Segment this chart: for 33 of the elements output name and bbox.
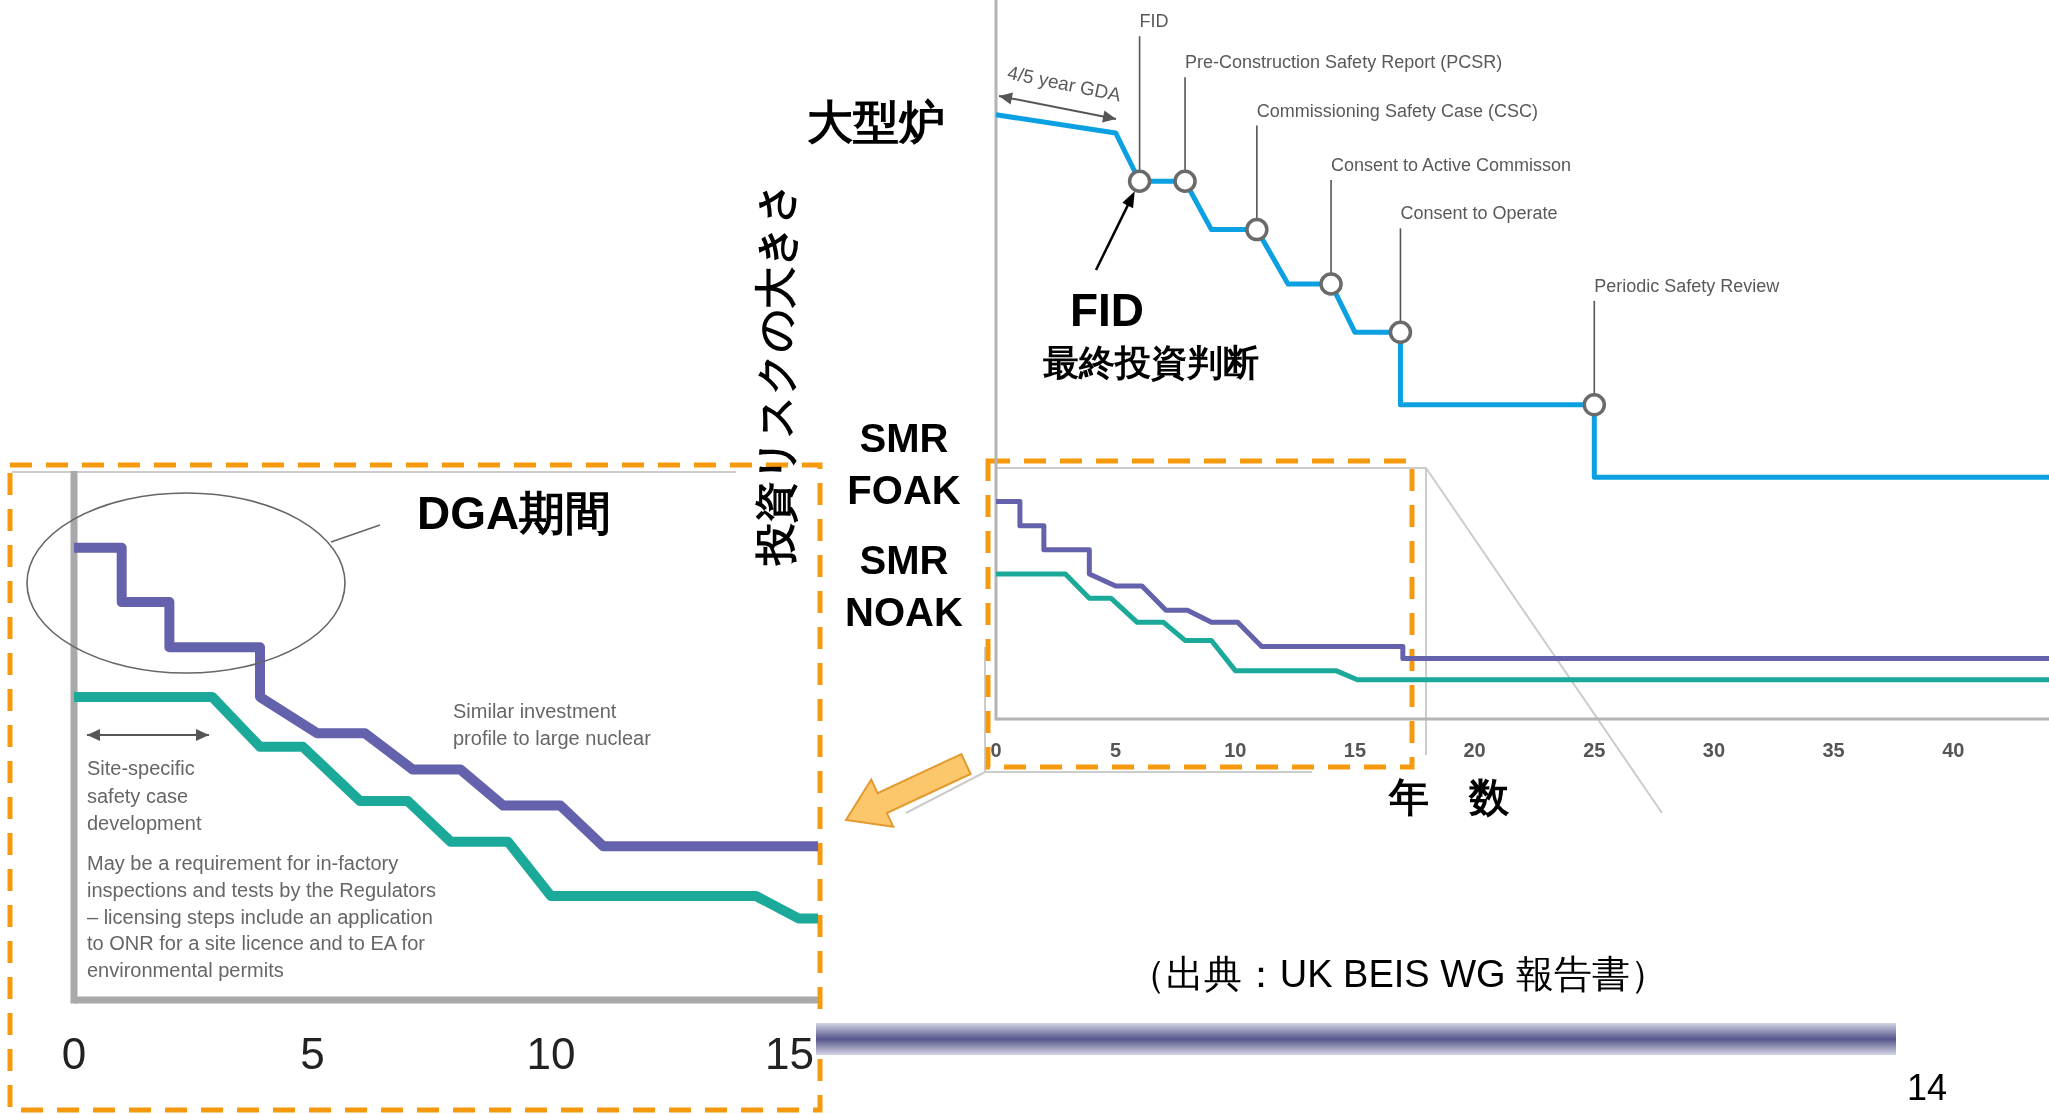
x-tick-label: 5 [1110, 739, 1122, 761]
annotation: 最終投資判断 [1043, 342, 1259, 383]
text: 4/5 year GDA [1005, 61, 1124, 106]
annotation: Site-specific safety case development [87, 757, 202, 834]
x-axis-title: 年 数 [1388, 775, 1510, 819]
x-tick-label: 30 [1702, 739, 1726, 761]
text: 14 [1906, 1067, 1948, 1108]
x-tick-label: 10 [526, 1029, 576, 1078]
text: FID [1139, 11, 1169, 32]
annotation: May be a requirement for in-factory inspections and tests by the Regulators – licensing steps include an application to ONR for a site licence and to EA for environmental permits [87, 852, 437, 982]
series-label: SMR FOAK [847, 416, 961, 513]
x-tick-label: 0 [990, 739, 1002, 761]
annotation: Consent to Operate [1400, 203, 1558, 224]
x-tick-label: 40 [1942, 739, 1965, 761]
text: Pre-Construction Safety Report (PCSR) [1185, 52, 1503, 73]
x-tick-label: 25 [1583, 739, 1606, 761]
annotation: Consent to Active Commisson [1331, 154, 1572, 175]
annotation: FID [1069, 284, 1145, 336]
x-tick-label: 10 [1224, 739, 1247, 761]
x-tick-label: 15 [764, 1029, 814, 1078]
x-tick-label: 5 [300, 1029, 325, 1078]
series-label: SMR NOAK [845, 537, 963, 634]
x-tick-label: 0 [61, 1029, 87, 1078]
x-tick-label: 20 [1463, 739, 1486, 761]
x-tick-label: 15 [1343, 739, 1367, 761]
x-tick-label: 35 [1822, 739, 1845, 761]
text: （出典：UK BEIS WG 報告書） [1127, 953, 1669, 995]
y-axis-title: 投資リスクの大きさ [752, 181, 799, 567]
annotation: Similar investment profile to large nuclear [453, 700, 652, 749]
annotation: Commissioning Safety Case (CSC) [1256, 100, 1538, 121]
series-label: 大型炉 [807, 95, 945, 148]
annotation: Periodic Safety Review [1594, 275, 1781, 296]
text: DGA期間 [417, 487, 612, 539]
